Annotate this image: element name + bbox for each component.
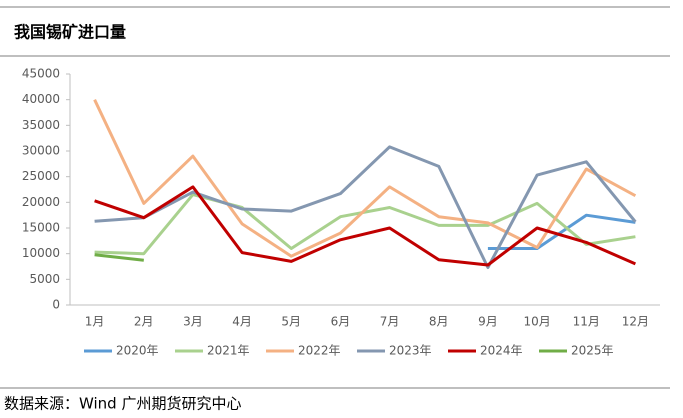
x-tick-label: 7月 xyxy=(380,315,400,329)
series-line xyxy=(94,253,144,262)
x-tick-label: 5月 xyxy=(281,315,301,329)
x-tick-label: 3月 xyxy=(183,315,203,329)
legend-label: 2023年 xyxy=(389,344,432,358)
legend-label: 2024年 xyxy=(480,344,523,358)
x-tick-label: 10月 xyxy=(523,315,550,329)
series-line xyxy=(94,185,637,267)
y-tick-label: 20000 xyxy=(22,195,60,209)
y-tick-label: 40000 xyxy=(22,92,60,106)
x-tick-label: 1月 xyxy=(85,315,105,329)
x-tick-label: 2月 xyxy=(134,315,154,329)
legend-label: 2025年 xyxy=(571,344,614,358)
y-tick-label: 5000 xyxy=(29,272,60,286)
legend-label: 2021年 xyxy=(207,344,250,358)
series-line xyxy=(93,99,637,258)
y-tick-label: 15000 xyxy=(22,221,60,235)
series-line xyxy=(487,213,636,250)
x-tick-label: 9月 xyxy=(478,315,498,329)
legend-label: 2020年 xyxy=(116,344,159,358)
legend-label: 2022年 xyxy=(298,344,341,358)
y-tick-label: 0 xyxy=(52,298,60,312)
source: 数据来源：Wind 广州期货研究中心 xyxy=(4,395,241,413)
y-tick-label: 45000 xyxy=(22,67,60,81)
y-tick-label: 25000 xyxy=(22,169,60,183)
x-tick-label: 8月 xyxy=(429,315,449,329)
x-tick-label: 6月 xyxy=(331,315,351,329)
series-line xyxy=(94,145,637,269)
series-line xyxy=(94,193,636,256)
chart-title: 我国锡矿进口量 xyxy=(14,23,126,42)
x-tick-label: 11月 xyxy=(573,315,600,329)
y-tick-label: 30000 xyxy=(22,144,60,158)
x-tick-label: 12月 xyxy=(622,315,649,329)
x-tick-label: 4月 xyxy=(232,315,252,329)
y-tick-label: 10000 xyxy=(22,246,60,260)
y-tick-label: 35000 xyxy=(22,118,60,132)
